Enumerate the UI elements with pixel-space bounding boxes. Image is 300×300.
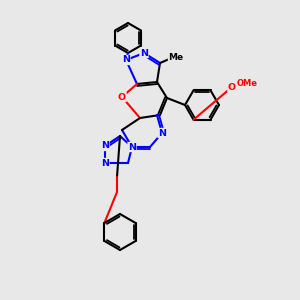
Text: O: O bbox=[118, 92, 126, 101]
Text: N: N bbox=[158, 128, 166, 137]
Text: N: N bbox=[140, 49, 148, 58]
Text: OMe: OMe bbox=[236, 79, 257, 88]
Text: Me: Me bbox=[168, 52, 184, 62]
Text: O: O bbox=[228, 82, 236, 91]
Text: N: N bbox=[101, 158, 109, 167]
Text: N: N bbox=[122, 56, 130, 64]
Text: N: N bbox=[128, 142, 136, 152]
Text: N: N bbox=[101, 142, 109, 151]
